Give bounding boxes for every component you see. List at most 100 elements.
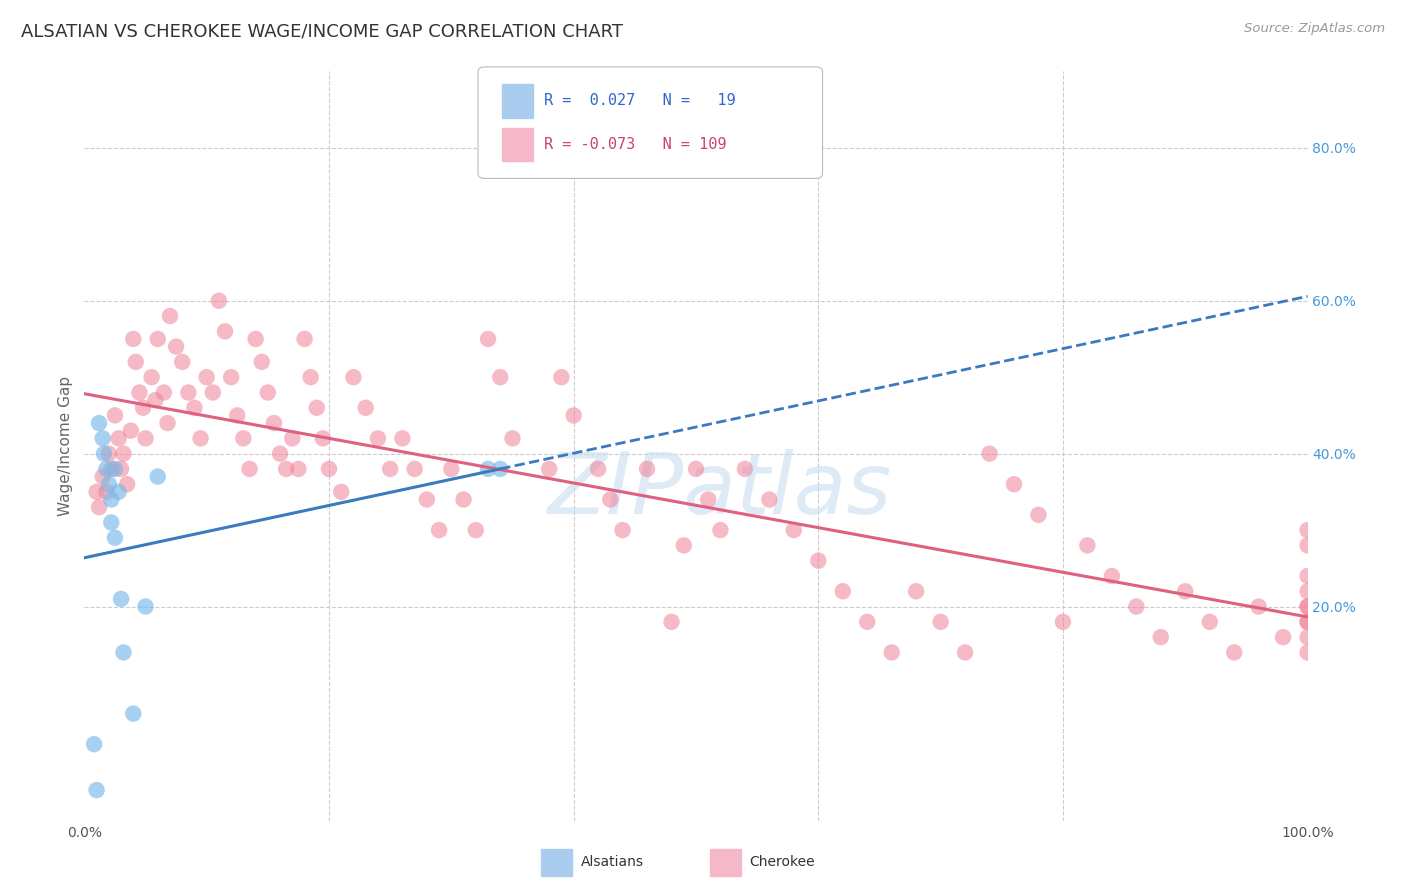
Point xyxy=(135,599,157,614)
Point xyxy=(1198,615,1220,629)
Text: R = -0.073   N = 109: R = -0.073 N = 109 xyxy=(544,137,727,152)
Point xyxy=(132,401,155,415)
Point xyxy=(538,462,561,476)
Point xyxy=(183,401,205,415)
Point xyxy=(636,462,658,476)
Point xyxy=(1028,508,1050,522)
Point xyxy=(281,431,304,445)
Text: Cherokee: Cherokee xyxy=(749,855,815,869)
Point xyxy=(783,523,806,537)
Point xyxy=(214,324,236,338)
Point xyxy=(153,385,176,400)
Point xyxy=(661,615,683,629)
Point xyxy=(263,416,285,430)
Point xyxy=(489,462,512,476)
Point xyxy=(1101,569,1123,583)
Point xyxy=(146,332,169,346)
Point xyxy=(96,462,118,476)
Point xyxy=(96,484,118,499)
Point xyxy=(1296,599,1319,614)
Point xyxy=(177,385,200,400)
Point xyxy=(201,385,224,400)
Point xyxy=(245,332,267,346)
Point xyxy=(1125,599,1147,614)
Point xyxy=(404,462,426,476)
Point xyxy=(86,484,108,499)
Point xyxy=(318,462,340,476)
Point xyxy=(146,469,169,483)
Point xyxy=(453,492,475,507)
Point xyxy=(104,462,127,476)
Point xyxy=(294,332,316,346)
Point xyxy=(354,401,377,415)
Point xyxy=(1174,584,1197,599)
Point xyxy=(115,477,138,491)
Point xyxy=(110,462,132,476)
Point xyxy=(128,385,150,400)
Text: R =  0.027   N =   19: R = 0.027 N = 19 xyxy=(544,94,735,108)
Point xyxy=(125,355,148,369)
Point xyxy=(562,409,585,423)
Point xyxy=(953,645,976,659)
Point xyxy=(672,538,695,552)
Point xyxy=(905,584,928,599)
Point xyxy=(165,340,187,354)
Point xyxy=(112,645,135,659)
Point xyxy=(1223,645,1246,659)
Point xyxy=(195,370,218,384)
Point xyxy=(257,385,280,400)
Point xyxy=(107,484,129,499)
Point xyxy=(550,370,572,384)
Point xyxy=(100,516,122,530)
Point xyxy=(1052,615,1074,629)
Point xyxy=(120,424,142,438)
Point xyxy=(391,431,413,445)
Point xyxy=(104,531,127,545)
Point xyxy=(1002,477,1025,491)
Point xyxy=(477,462,499,476)
Point xyxy=(238,462,260,476)
Point xyxy=(1296,645,1319,659)
Point xyxy=(586,462,609,476)
Point xyxy=(758,492,780,507)
Point xyxy=(489,370,512,384)
Point xyxy=(100,492,122,507)
Point xyxy=(440,462,463,476)
Point xyxy=(226,409,249,423)
Point xyxy=(91,431,114,445)
Point xyxy=(342,370,364,384)
Point xyxy=(135,431,157,445)
Point xyxy=(1272,630,1295,644)
Text: Source: ZipAtlas.com: Source: ZipAtlas.com xyxy=(1244,22,1385,36)
Point xyxy=(250,355,273,369)
Point xyxy=(91,469,114,483)
Point xyxy=(104,409,127,423)
Point xyxy=(141,370,163,384)
Point xyxy=(880,645,903,659)
Point xyxy=(172,355,194,369)
Point xyxy=(1076,538,1098,552)
Point xyxy=(1296,615,1319,629)
Point xyxy=(1296,584,1319,599)
Point xyxy=(219,370,242,384)
Point xyxy=(807,554,830,568)
Point xyxy=(143,393,166,408)
Point xyxy=(156,416,179,430)
Point xyxy=(831,584,853,599)
Point xyxy=(502,431,524,445)
Point xyxy=(477,332,499,346)
Point xyxy=(856,615,879,629)
Point xyxy=(86,783,108,797)
Point xyxy=(612,523,634,537)
Point xyxy=(305,401,328,415)
Point xyxy=(83,737,105,751)
Point xyxy=(1247,599,1270,614)
Point xyxy=(1296,599,1319,614)
Point xyxy=(1296,523,1319,537)
Point xyxy=(112,447,135,461)
Point xyxy=(87,500,110,515)
Point xyxy=(122,332,145,346)
Point xyxy=(330,484,353,499)
Point xyxy=(416,492,439,507)
Point xyxy=(93,447,115,461)
